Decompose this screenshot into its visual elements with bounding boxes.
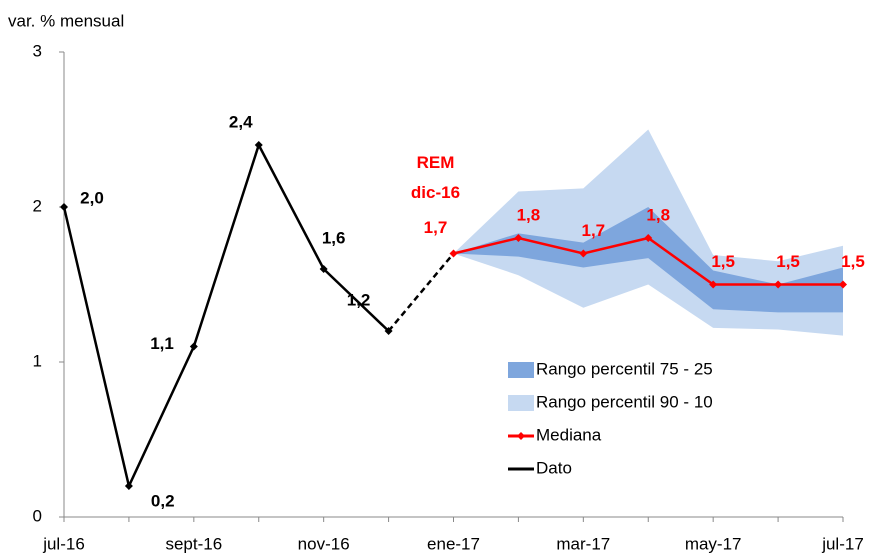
legend-swatch [508, 395, 534, 411]
data-label: 2,4 [229, 112, 253, 131]
data-label: 1,7 [424, 218, 448, 237]
marker [839, 280, 847, 289]
x-tick-label: may-17 [685, 534, 742, 553]
data-label: 1,2 [347, 290, 371, 309]
y-tick-label: 2 [33, 196, 42, 215]
marker [644, 234, 653, 242]
marker [254, 141, 263, 149]
legend-label: Rango percentil 90 - 10 [536, 392, 713, 411]
annotation: dic-16 [411, 183, 460, 202]
x-tick-label: ene-17 [427, 534, 480, 553]
data-label: 2,0 [80, 188, 104, 207]
marker [319, 265, 328, 273]
legend-marker [517, 432, 525, 440]
y-tick-label: 3 [33, 41, 42, 60]
data-label: 1,7 [582, 221, 606, 240]
marker [579, 249, 588, 258]
x-tick-label: sept-16 [165, 534, 222, 553]
legend-swatch [508, 362, 534, 378]
x-tick-label: nov-16 [298, 534, 350, 553]
legend-label: Mediana [536, 425, 602, 444]
marker [709, 280, 718, 289]
marker [124, 482, 133, 490]
data-label: 1,8 [646, 205, 670, 224]
x-tick-label: jul-16 [42, 534, 85, 553]
data-label: 1,5 [841, 252, 865, 271]
line [62, 141, 390, 490]
band [453, 207, 843, 313]
marker [774, 280, 783, 289]
marker [384, 327, 393, 335]
y-tick-label: 0 [33, 506, 42, 525]
marker [189, 342, 198, 351]
legend-label: Rango percentil 75 - 25 [536, 359, 713, 378]
data-label: 1,6 [322, 228, 346, 247]
annotation: REM [417, 153, 455, 172]
legend-label: Dato [536, 458, 572, 477]
data-label: 1,5 [776, 252, 800, 271]
marker [60, 203, 68, 211]
data-label: 1,5 [711, 252, 735, 271]
x-tick-label: jul-17 [821, 534, 864, 553]
data-label: 1,8 [517, 205, 541, 224]
data-label: 1,1 [150, 334, 174, 353]
marker [449, 249, 458, 258]
y-axis-label: var. % mensual [8, 11, 124, 30]
data-label: 0,2 [151, 491, 175, 510]
connector [387, 252, 455, 332]
marker [514, 234, 523, 242]
y-tick-label: 1 [33, 351, 42, 370]
x-tick-label: mar-17 [556, 534, 610, 553]
